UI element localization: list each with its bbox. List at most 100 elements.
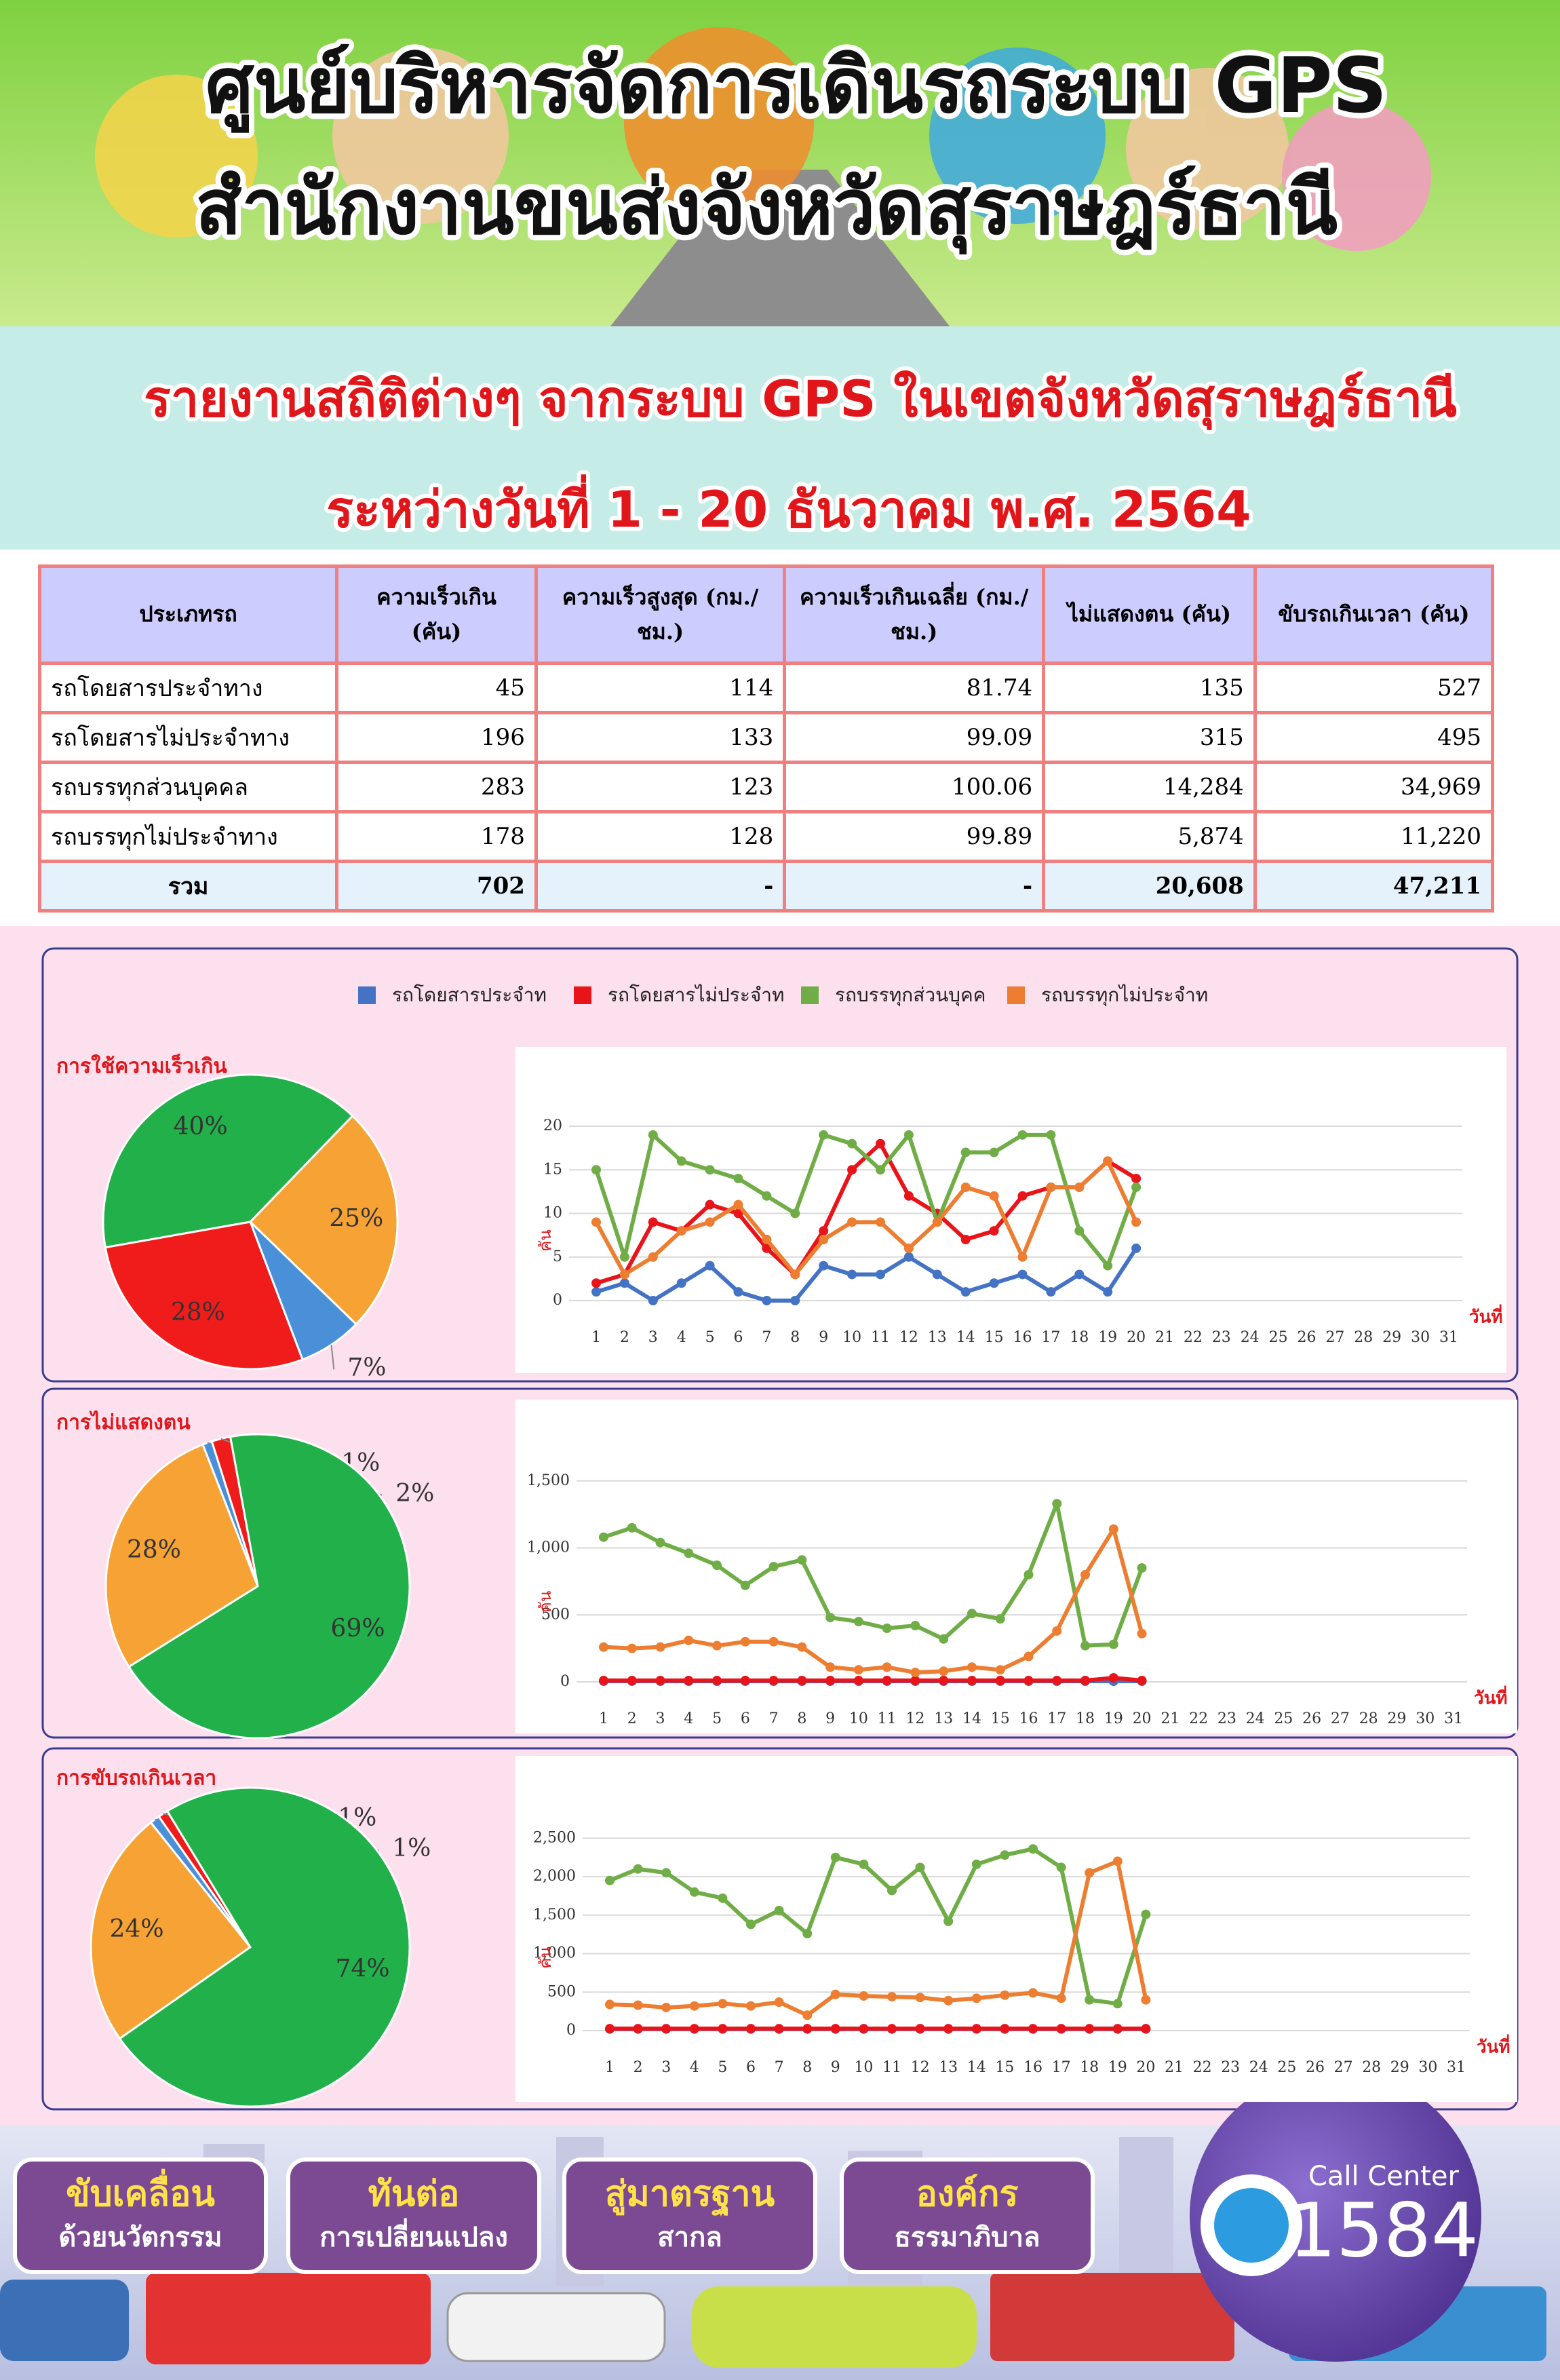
series-point (943, 2024, 954, 2034)
series-point (995, 1665, 1005, 1675)
table-cell: 133 (534, 711, 787, 764)
series-point (633, 2024, 643, 2034)
series-point (774, 1997, 784, 2008)
series-point (882, 1624, 892, 1633)
series-point (1085, 1868, 1095, 1878)
table-cell: 196 (335, 711, 538, 764)
y-tick-label: 1,000 (533, 1945, 576, 1962)
column-header: ประเภทรถ (37, 564, 339, 665)
table-cell: 5,874 (1042, 810, 1257, 863)
x-tick-label: 14 (967, 2059, 986, 2076)
series-point (1000, 1990, 1010, 2000)
series-point (989, 1147, 999, 1157)
y-tick-label: 1,000 (527, 1539, 570, 1556)
x-tick-label: 6 (734, 1329, 743, 1346)
x-tick-label: 15 (995, 2059, 1014, 2076)
x-axis-label: วันที่ (1474, 1685, 1508, 1709)
series-point (830, 1852, 840, 1862)
series-point (903, 1252, 914, 1262)
series-point (797, 1642, 807, 1652)
series-point (648, 1252, 658, 1262)
legend-swatch (801, 986, 819, 1004)
y-tick-label: 0 (553, 1292, 562, 1309)
series-point (971, 1993, 981, 2003)
table-cell: รถโดยสารไม่ประจำทาง (37, 711, 339, 764)
x-tick-label: 16 (1019, 1710, 1038, 1727)
x-tick-label: 7 (762, 1329, 771, 1346)
series-point (790, 1269, 800, 1280)
series-point (1085, 2024, 1095, 2034)
x-axis-label: วันที่ (1477, 2034, 1510, 2058)
y-tick-label: 5 (553, 1248, 562, 1265)
series-point (676, 1278, 686, 1288)
series-point (676, 1226, 686, 1236)
x-tick-label: 8 (797, 1710, 806, 1727)
x-tick-label: 20 (1127, 1329, 1146, 1346)
series-point (655, 1676, 665, 1686)
x-tick-label: 18 (1080, 2059, 1099, 2076)
x-tick-label: 1 (591, 1329, 601, 1346)
x-tick-label: 30 (1416, 1710, 1435, 1727)
legend-label: รถโดยสารประจำท (392, 984, 547, 1006)
table-cell: 14,284 (1042, 761, 1257, 813)
series-point (1108, 1524, 1118, 1534)
series-point (684, 1548, 694, 1558)
call-center-badge[interactable] (1190, 2070, 1481, 2362)
series-point (1017, 1252, 1028, 1262)
nav-button[interactable] (562, 2157, 817, 2274)
pie-label: 1% (392, 1835, 431, 1862)
y-tick-label: 20 (543, 1117, 562, 1134)
series-point (1052, 1676, 1062, 1686)
series-point (1131, 1182, 1142, 1192)
table-cell: รถบรรทุกส่วนบุคคล (37, 761, 339, 813)
series-point (627, 1522, 637, 1533)
x-tick-label: 24 (1246, 1710, 1265, 1727)
series-point (903, 1130, 914, 1140)
x-tick-label: 2 (627, 1710, 637, 1727)
series-point (859, 1991, 869, 2001)
subtitle-band (0, 326, 1560, 550)
x-tick-label: 28 (1362, 2059, 1381, 2076)
nav-button[interactable] (286, 2157, 541, 2274)
series-point (1023, 1651, 1034, 1662)
pie-label: 28% (127, 1536, 181, 1564)
series-point (633, 1864, 643, 1874)
pie-slice (127, 1433, 411, 1740)
x-tick-label: 9 (831, 2059, 840, 2076)
series-point (876, 1165, 885, 1175)
pie-slice (248, 1114, 399, 1326)
y-tick-label: 2,000 (533, 1868, 576, 1885)
series-point (882, 1662, 892, 1672)
series-point (1074, 1269, 1085, 1280)
x-tick-label: 27 (1331, 1710, 1350, 1727)
series-point (1103, 1287, 1113, 1297)
series-point (740, 1676, 750, 1686)
road (610, 170, 950, 326)
series-line (603, 1527, 1144, 1675)
mascots (95, 27, 1431, 251)
x-tick-label: 5 (705, 1329, 715, 1346)
x-tick-label: 26 (1298, 1329, 1317, 1346)
x-tick-label: 1 (605, 2059, 615, 2076)
x-tick-label: 15 (985, 1329, 1004, 1346)
series-point (740, 1580, 750, 1590)
series-point (989, 1226, 999, 1236)
series-point (1028, 1844, 1038, 1854)
nav-button[interactable] (13, 2157, 268, 2274)
x-tick-label: 27 (1325, 1329, 1344, 1346)
table-cell: 34,969 (1253, 761, 1495, 813)
total-cell: 702 (335, 860, 538, 913)
x-tick-label: 19 (1108, 2059, 1127, 2076)
series-point (995, 1676, 1005, 1686)
series-point (689, 2001, 699, 2011)
total-cell: - (783, 860, 1046, 913)
nav-button[interactable] (840, 2157, 1095, 2274)
x-axis-label: วันที่ (1469, 1304, 1503, 1328)
series-point (830, 1989, 840, 1999)
series-point (762, 1235, 772, 1245)
series-point (853, 1665, 863, 1675)
series-point (876, 1138, 885, 1149)
y-tick-label: 2,500 (533, 1829, 576, 1846)
